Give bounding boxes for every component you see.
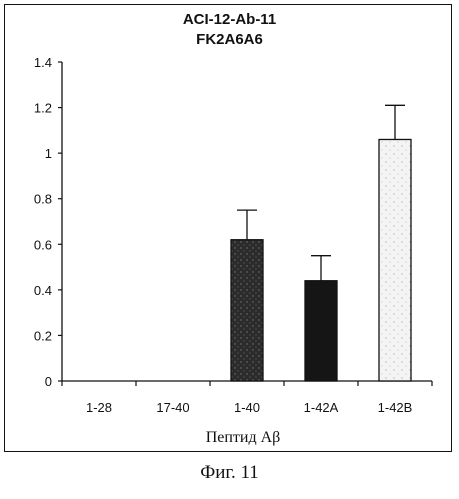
figure-caption: Фиг. 11 <box>0 462 459 484</box>
x-tick-label: 1-42B <box>378 400 413 415</box>
x-tick-label: 1-40 <box>234 400 260 415</box>
x-tick-label: 1-28 <box>86 400 112 415</box>
x-axis-label: Пептид Aβ <box>206 429 281 446</box>
y-tick-label: 0 <box>45 374 52 389</box>
y-tick-label: 0.4 <box>34 283 52 298</box>
y-tick-label: 1.2 <box>34 101 52 116</box>
x-tick-label: 17-40 <box>156 400 189 415</box>
bar-1-42B <box>379 139 411 381</box>
bar-1-42A <box>305 281 337 381</box>
y-tick-label: 0.8 <box>34 192 52 207</box>
bar-marks <box>231 105 411 381</box>
y-tick-label: 0.2 <box>34 328 52 343</box>
bar-1-40 <box>231 240 263 381</box>
y-tick-label: 0.6 <box>34 237 52 252</box>
x-tick-label: 1-42A <box>304 400 339 415</box>
y-tick-label: 1.4 <box>34 55 52 70</box>
y-tick-label: 1 <box>45 146 52 161</box>
